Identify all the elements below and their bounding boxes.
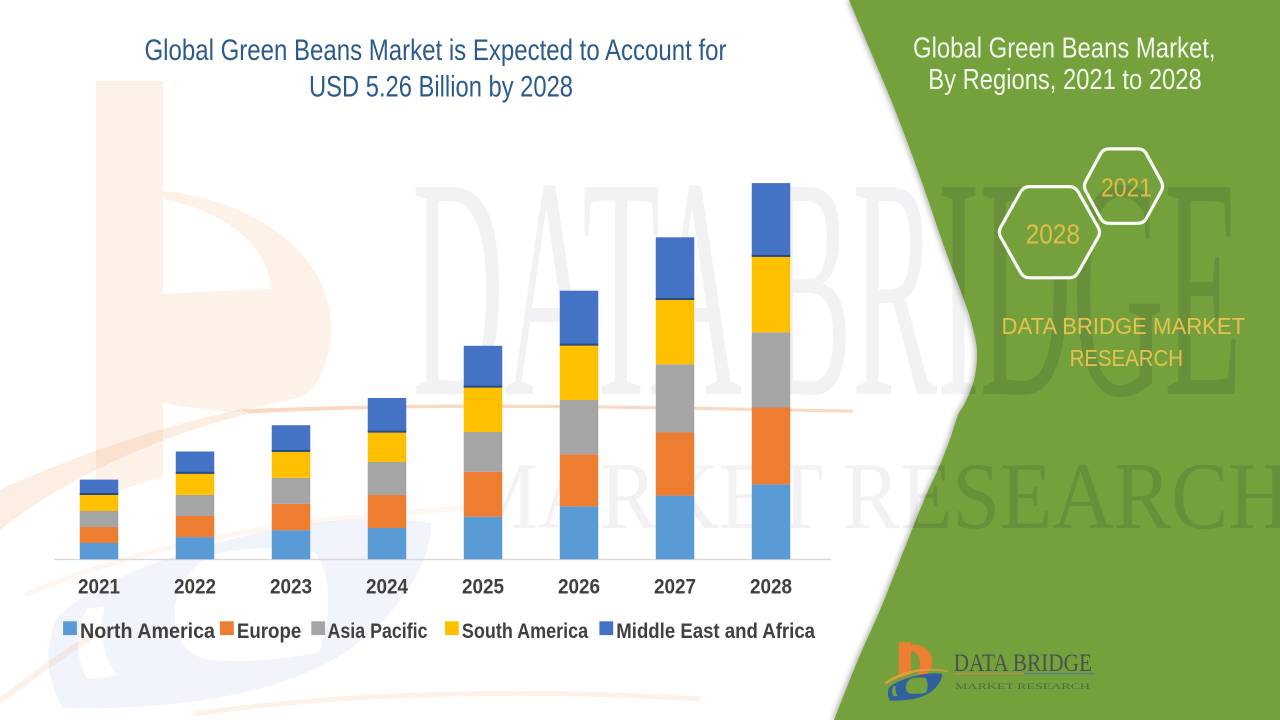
svg-text:USD 5.26 Billion by 2028: USD 5.26 Billion by 2028: [309, 71, 573, 104]
svg-text:DATA BRIDGE: DATA BRIDGE: [412, 113, 1242, 463]
svg-text:MARKET RESEARCH: MARKET RESEARCH: [462, 443, 1280, 549]
svg-text:MARKET RESEARCH: MARKET RESEARCH: [955, 681, 1090, 691]
svg-text:North America: North America: [80, 620, 215, 643]
svg-text:Europe: Europe: [237, 620, 301, 643]
svg-text:2028: 2028: [1026, 218, 1080, 249]
svg-text:2024: 2024: [366, 575, 408, 598]
svg-text:DATA BRIDGE MARKET: DATA BRIDGE MARKET: [1002, 313, 1246, 339]
svg-text:DATA BRIDGE: DATA BRIDGE: [954, 650, 1092, 677]
svg-text:2028: 2028: [750, 575, 792, 598]
svg-text:Middle East and Africa: Middle East and Africa: [616, 620, 815, 643]
svg-text:2025: 2025: [462, 575, 504, 598]
svg-text:Global Green Beans Market is E: Global Green Beans Market is Expected to…: [145, 34, 727, 67]
svg-text:RESEARCH: RESEARCH: [1070, 345, 1183, 371]
svg-text:By Regions, 2021 to 2028: By Regions, 2021 to 2028: [928, 64, 1201, 96]
svg-text:Global Green Beans Market,: Global Green Beans Market,: [913, 32, 1216, 64]
svg-text:South America: South America: [462, 620, 588, 643]
svg-text:Asia Pacific: Asia Pacific: [328, 620, 428, 643]
svg-text:2026: 2026: [558, 575, 600, 598]
svg-text:2022: 2022: [174, 575, 216, 598]
svg-text:2021: 2021: [78, 575, 120, 598]
svg-text:2021: 2021: [1101, 173, 1152, 203]
svg-text:2023: 2023: [270, 575, 312, 598]
svg-text:2027: 2027: [654, 575, 696, 598]
